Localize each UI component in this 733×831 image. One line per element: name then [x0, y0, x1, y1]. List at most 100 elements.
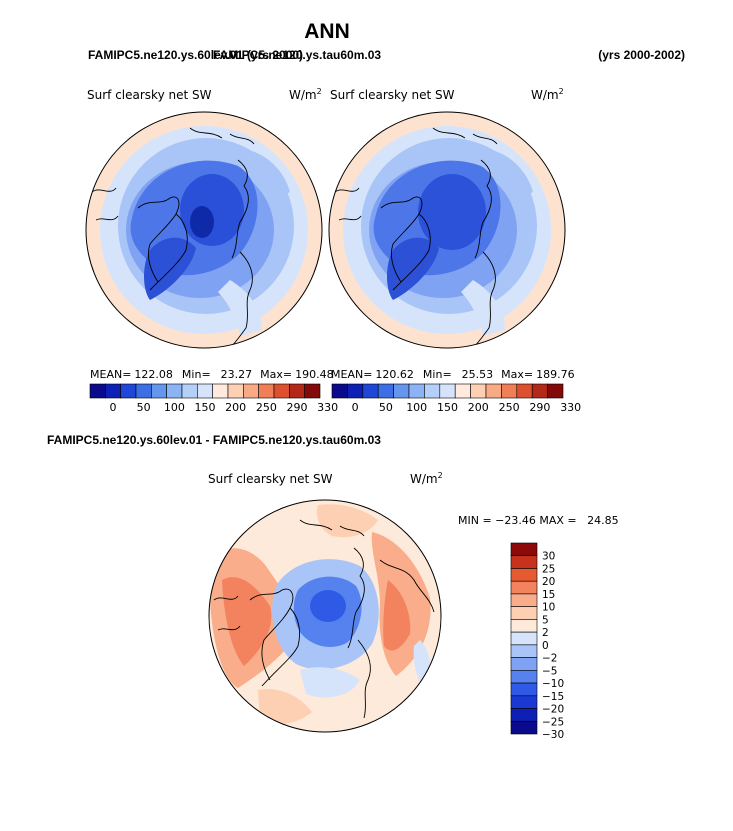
panel3-pos-east-core [383, 580, 411, 651]
panel2-min: 25.53 [462, 368, 494, 381]
panel2-colorbar-tick-label: 330 [560, 401, 581, 414]
panel2-colorbar-tick-label: 200 [468, 401, 489, 414]
panel2-colorbar-tick-label: 0 [352, 401, 359, 414]
years-label: (yrs 2000-2002) [598, 48, 685, 62]
panel3-colorbar-swatch [510, 619, 538, 633]
panel2-colorbar-swatch [547, 383, 564, 399]
panel1-mean-label: MEAN= [90, 368, 131, 381]
panel1-land-east [240, 150, 290, 200]
panel3-colorbar-tick-label: −30 [542, 729, 564, 741]
case-name-overlap: FAMIPC5.ne120.ys.tau60m.03 [213, 48, 381, 62]
panel2-max: 189.76 [536, 368, 575, 381]
panel3-colorbar-tick-label: 0 [542, 640, 549, 652]
panel3-neg-core [310, 590, 346, 622]
panel1-colorbar-tick-label: 250 [256, 401, 277, 414]
panel1-greenland [144, 237, 196, 300]
panel1-colorbar-swatch [258, 383, 275, 399]
panel2-land-east [483, 150, 533, 200]
panel2-max-label: Max= [501, 368, 533, 381]
panel3-colorbar-tick-label: −5 [542, 665, 557, 677]
panel3-colorbar-swatch [510, 708, 538, 722]
panel2-colorbar-swatch [439, 383, 456, 399]
panel1-colorbar-swatch [273, 383, 290, 399]
diff-title: FAMIPC5.ne120.ys.60lev.01 - FAMIPC5.ne12… [47, 433, 381, 447]
panel2-colorbar-swatch [516, 383, 533, 399]
panel2-colorbar-ticks: 0 50 100 150 200 250 290 330 [352, 401, 582, 414]
panel2-variable: Surf clearsky net SW [330, 88, 455, 102]
panel1-colorbar [89, 383, 321, 399]
panel2-field [329, 112, 565, 348]
panel1-colorbar-swatch [135, 383, 152, 399]
panel3-colorbar-swatch [510, 606, 538, 620]
panel2-mean-label: MEAN= [331, 368, 372, 381]
panel2-colorbar [331, 383, 564, 399]
panel3-colorbar-swatch [510, 631, 538, 646]
panel2-colorbar-swatch [347, 383, 364, 399]
panel3-colorbar-swatch [510, 555, 538, 569]
panel3-neg-south [300, 667, 360, 698]
panel3-map [208, 499, 442, 733]
panel1-colorbar-tick-label: 50 [137, 401, 151, 414]
panel1-colorbar-tick-label: 100 [164, 401, 185, 414]
panel1-colorbar-ticks: 0 50 100 150 200 250 290 330 [110, 401, 339, 414]
panel1-colorbar-swatch [151, 383, 167, 399]
panel3-colorbar-tick-label: 20 [542, 576, 555, 588]
panel1-boundary [85, 111, 323, 349]
panel1-colorbar-swatch [304, 383, 321, 399]
panel2-units-base: W/m [531, 88, 559, 102]
panel2-land-south [461, 280, 505, 336]
panel1-units-base: W/m [289, 88, 317, 102]
panel1-colorbar-swatch [243, 383, 259, 399]
panel2-colorbar-swatch [424, 383, 441, 399]
panel3-colorbar-swatch [510, 682, 538, 697]
panel1-colorbar-swatch [227, 383, 244, 399]
panel3-colorbar-swatch [510, 580, 538, 595]
panel1-min-label: Min= [182, 368, 211, 381]
panel1-max-label: Max= [260, 368, 292, 381]
panel3-variable: Surf clearsky net SW [208, 472, 333, 486]
panel2-units: W/m2 [531, 87, 564, 102]
panel1-colorbar-swatch [181, 383, 198, 399]
panel3-coastlines [213, 519, 435, 719]
panel2-greenland [387, 237, 439, 300]
panel2-colorbar-swatch [485, 383, 502, 399]
panel1-max: 190.48 [295, 368, 334, 381]
panel2-core [418, 174, 486, 250]
panel3-colorbar [510, 542, 538, 735]
panel2-colorbar-swatch [362, 383, 379, 399]
panel1-colorbar-swatch [212, 383, 229, 399]
panel1-colorbar-swatch [289, 383, 305, 399]
panel2-colorbar-tick-label: 150 [437, 401, 458, 414]
panel1-coastlines [91, 127, 255, 348]
panel3-colorbar-tick-label: 25 [542, 563, 555, 575]
panel3-colorbar-tick-label: 10 [542, 602, 555, 614]
panel3-colorbar-tick-label: −15 [542, 691, 564, 703]
panel1-colorbar-tick-label: 200 [225, 401, 246, 414]
case-name-left: FAMIPC5.ne120.ys.60lev.01 [88, 48, 244, 62]
figure-title: ANN [304, 20, 350, 43]
panel2-colorbar-swatch [393, 383, 410, 399]
panel3-pos-west-core [222, 577, 272, 666]
panel2-colorbar-swatch [454, 383, 471, 399]
panel1-colorbar-swatch [89, 383, 106, 399]
panel2-colorbar-swatch [470, 383, 487, 399]
panel2-min-label: Min= [423, 368, 452, 381]
panel1-units: W/m2 [289, 87, 322, 102]
panel3-colorbar-tick-label: 30 [542, 551, 555, 563]
panel2-colorbar-swatch [408, 383, 425, 399]
panel3-colorbar-tick-label: −10 [542, 678, 564, 690]
panel3-colorbar-swatch [510, 720, 538, 735]
panel1-variable: Surf clearsky net SW [87, 88, 212, 102]
panel1-colorbar-tick-label: 330 [317, 401, 338, 414]
panel1-min: 23.27 [221, 368, 253, 381]
panel3-colorbar-swatch [510, 568, 538, 582]
panel1-map [85, 111, 323, 349]
panel3-stats: MIN = −23.46 MAX = 24.85 [458, 514, 619, 527]
panel2-colorbar-swatch [377, 383, 394, 399]
panel1-colorbar-tick-label: 290 [287, 401, 308, 414]
panel1-colorbar-swatch [197, 383, 213, 399]
panel3-colorbar-tick-label: 2 [542, 627, 549, 639]
panel1-mean: 122.08 [134, 368, 173, 381]
